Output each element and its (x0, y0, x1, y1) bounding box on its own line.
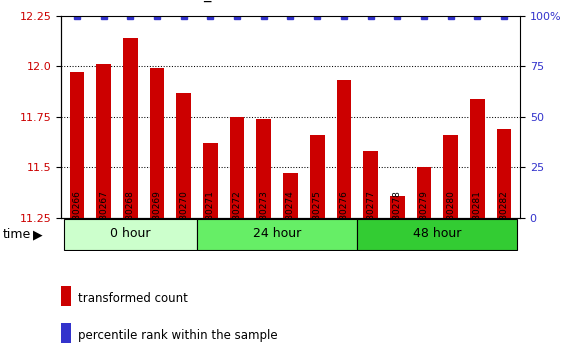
Text: percentile rank within the sample: percentile rank within the sample (78, 329, 278, 342)
Bar (363, 151, 378, 218)
Bar (96, 64, 111, 218)
Text: GSM680267: GSM680267 (99, 190, 108, 245)
Text: GSM680278: GSM680278 (393, 190, 401, 245)
Bar (497, 129, 511, 218)
Text: 24 hour: 24 hour (253, 227, 302, 240)
Text: GSM680273: GSM680273 (259, 190, 268, 245)
Text: GDS3991 / 1426088_at: GDS3991 / 1426088_at (56, 0, 227, 2)
Text: GSM680277: GSM680277 (366, 190, 375, 245)
Text: GSM680275: GSM680275 (313, 190, 322, 245)
Bar (470, 99, 485, 218)
Bar (336, 80, 351, 218)
Text: GSM680280: GSM680280 (446, 190, 455, 245)
Bar (417, 167, 431, 218)
Text: GSM680274: GSM680274 (286, 190, 295, 245)
Text: GSM680270: GSM680270 (180, 190, 188, 245)
FancyBboxPatch shape (197, 219, 357, 250)
Text: GSM680268: GSM680268 (126, 190, 135, 245)
Bar (310, 135, 325, 218)
Bar (256, 119, 271, 218)
Text: GSM680269: GSM680269 (153, 190, 162, 245)
Text: transformed count: transformed count (78, 292, 188, 305)
Bar (283, 173, 298, 218)
Bar (123, 38, 138, 218)
Text: ▶: ▶ (33, 228, 42, 241)
FancyBboxPatch shape (64, 219, 197, 250)
Text: GSM680279: GSM680279 (419, 190, 428, 245)
Text: GSM680281: GSM680281 (473, 190, 482, 245)
Bar (70, 73, 84, 218)
Text: GSM680272: GSM680272 (232, 190, 242, 245)
FancyBboxPatch shape (357, 219, 517, 250)
Bar (150, 68, 164, 218)
Bar (390, 195, 404, 218)
Text: time: time (3, 228, 31, 241)
Text: GSM680271: GSM680271 (206, 190, 215, 245)
Bar (61, 286, 71, 306)
Bar (177, 93, 191, 218)
Text: 48 hour: 48 hour (413, 227, 461, 240)
Bar (443, 135, 458, 218)
Text: GSM680282: GSM680282 (500, 190, 508, 245)
Bar (230, 117, 245, 218)
Text: GSM680276: GSM680276 (339, 190, 349, 245)
Bar (61, 323, 71, 343)
Text: 0 hour: 0 hour (110, 227, 150, 240)
Text: GSM680266: GSM680266 (73, 190, 81, 245)
Bar (203, 143, 218, 218)
